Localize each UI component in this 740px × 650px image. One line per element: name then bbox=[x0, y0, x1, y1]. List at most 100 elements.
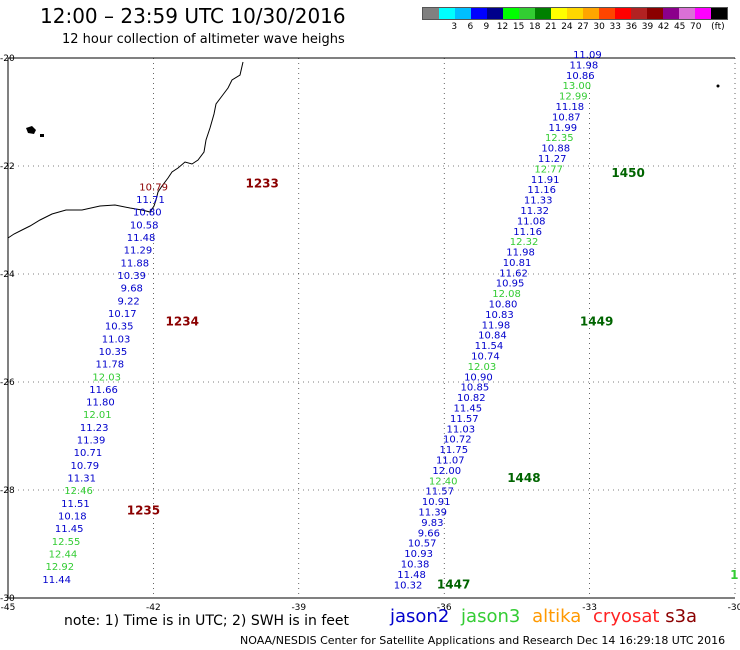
color-scale-label: 42 bbox=[657, 22, 670, 32]
swh-value-label: 10.35 bbox=[99, 347, 128, 358]
pass-time-labels: 1233 1234 1235 1450 1449 1448 1447 1 bbox=[127, 166, 739, 591]
swh-value-label: 11.71 bbox=[136, 195, 165, 206]
credit-line: NOAA/NESDIS Center for Satellite Applica… bbox=[240, 634, 726, 647]
swh-value-label: 10.38 bbox=[401, 559, 430, 570]
swh-value-label: 12.01 bbox=[83, 410, 112, 421]
swh-value-label: 12.00 bbox=[432, 466, 461, 477]
map-grid: -45 -42 -39 -36 -33 -30 -20 -22 -24 -26 -28 -30 bbox=[0, 54, 740, 613]
swh-value-label: 11.16 bbox=[513, 227, 542, 238]
swh-value-label: 10.57 bbox=[408, 539, 437, 550]
swh-value-label: 10.86 bbox=[566, 71, 595, 82]
color-swatch bbox=[663, 8, 679, 19]
color-swatch bbox=[487, 8, 503, 19]
pass-time-label: 1449 bbox=[580, 314, 613, 328]
swh-value-label: 12.35 bbox=[545, 133, 574, 144]
swh-value-label: 10.93 bbox=[404, 549, 433, 560]
color-swatch bbox=[439, 8, 455, 19]
color-scale-label: 39 bbox=[641, 22, 654, 32]
pass-time-label: 1235 bbox=[127, 503, 160, 517]
color-scale-label: 45 bbox=[673, 22, 686, 32]
swh-value-label: 10.17 bbox=[108, 309, 137, 320]
swh-value-label: 12.44 bbox=[49, 550, 78, 561]
y-tick-label: -20 bbox=[0, 54, 15, 64]
swh-value-label: 11.66 bbox=[89, 385, 118, 396]
color-swatch bbox=[711, 8, 727, 19]
pass-time-label: 1448 bbox=[507, 471, 540, 485]
page-subtitle: 12 hour collection of altimeter wave hei… bbox=[62, 32, 345, 47]
swh-value-label: 11.39 bbox=[418, 507, 447, 518]
color-scale-label: 21 bbox=[545, 22, 557, 32]
color-scale-label: 18 bbox=[529, 22, 541, 32]
legend-s3a: s3a bbox=[665, 606, 698, 627]
swh-value-label: 12.40 bbox=[429, 476, 458, 487]
color-scale-label: 27 bbox=[577, 22, 589, 32]
swh-value-label: 12.92 bbox=[45, 562, 74, 573]
swh-value-label: 10.81 bbox=[503, 258, 532, 269]
swh-value-label: 10.79 bbox=[71, 461, 100, 472]
swh-value-label: 11.99 bbox=[548, 123, 577, 134]
swh-value-label: 11.48 bbox=[127, 233, 156, 244]
color-scale-label: 3 bbox=[451, 22, 458, 32]
legend-altika: altika bbox=[532, 606, 582, 627]
y-tick-label: -24 bbox=[0, 270, 15, 280]
color-swatch bbox=[695, 8, 711, 19]
swh-value-label: 11.98 bbox=[506, 248, 535, 259]
color-swatch bbox=[503, 8, 519, 19]
swh-value-label: 10.88 bbox=[541, 144, 570, 155]
color-scale-label: 6 bbox=[467, 22, 474, 32]
color-swatch bbox=[583, 8, 599, 19]
island-dot bbox=[716, 84, 720, 88]
swh-value-label: 12.55 bbox=[52, 537, 81, 548]
swh-value-label: 10.83 bbox=[485, 310, 514, 321]
swh-value-label: 11.45 bbox=[454, 404, 483, 415]
color-scale-label: (ft) bbox=[711, 22, 725, 32]
swh-value-label: 10.39 bbox=[117, 271, 146, 282]
swh-value-label: 11.03 bbox=[102, 334, 131, 345]
x-tick-label: -45 bbox=[1, 603, 16, 613]
swh-value-label: 10.58 bbox=[130, 220, 159, 231]
pass-time-label: 1 bbox=[730, 568, 738, 582]
swh-value-label: 12.99 bbox=[559, 92, 588, 103]
swh-value-label: 11.91 bbox=[531, 175, 560, 186]
swh-value-label: 10.32 bbox=[394, 580, 423, 591]
altimeter-tracks: 10.7911.7110.8010.5811.4811.2911.8810.39… bbox=[42, 50, 601, 591]
swh-value-label: 9.66 bbox=[418, 528, 440, 539]
swh-value-label: 12.77 bbox=[534, 164, 563, 175]
swh-value-label: 11.07 bbox=[436, 456, 465, 467]
color-scale-bar bbox=[422, 7, 728, 20]
x-tick-label: -42 bbox=[146, 603, 161, 613]
swh-value-label: 10.71 bbox=[74, 448, 103, 459]
color-scale-label: 33 bbox=[609, 22, 621, 32]
color-scale-labels: 3 6 9 12 15 18 21 24 27 30 33 36 39 42 45 70 (ft) bbox=[422, 22, 740, 34]
swh-value-label: 10.72 bbox=[443, 435, 472, 446]
swh-value-label: 12.03 bbox=[468, 362, 497, 373]
swh-value-label: 13.00 bbox=[563, 81, 592, 92]
swh-value-label: 11.48 bbox=[397, 570, 426, 581]
y-tick-label: -22 bbox=[0, 162, 15, 172]
color-swatch bbox=[647, 8, 663, 19]
island-shape bbox=[40, 134, 44, 137]
page-title: 12:00 – 23:59 UTC 10/30/2016 bbox=[40, 4, 346, 28]
swh-value-label: 9.22 bbox=[118, 296, 140, 307]
swh-value-label: 10.80 bbox=[133, 208, 162, 219]
swh-value-label: 10.82 bbox=[457, 393, 486, 404]
swh-value-label: 12.03 bbox=[92, 372, 121, 383]
color-swatch bbox=[599, 8, 615, 19]
swh-value-label: 11.98 bbox=[570, 60, 599, 71]
pass-time-label: 1233 bbox=[245, 177, 278, 191]
swh-value-label: 10.18 bbox=[58, 512, 87, 523]
swh-value-label: 10.95 bbox=[496, 279, 525, 290]
y-tick-label: -30 bbox=[0, 594, 15, 604]
swh-value-label: 10.79 bbox=[139, 182, 168, 193]
swh-value-label: 11.39 bbox=[77, 436, 106, 447]
swh-value-label: 11.16 bbox=[527, 185, 556, 196]
x-tick-label: -39 bbox=[291, 603, 306, 613]
swh-value-label: 11.29 bbox=[124, 246, 153, 257]
swh-value-label: 9.83 bbox=[421, 518, 443, 529]
swh-value-label: 10.91 bbox=[422, 497, 451, 508]
color-scale-label: 30 bbox=[593, 22, 605, 32]
swh-value-label: 12.08 bbox=[492, 289, 521, 300]
color-scale-label: 9 bbox=[483, 22, 490, 32]
swh-value-label: 9.68 bbox=[121, 284, 143, 295]
x-tick-label: -30 bbox=[728, 603, 740, 613]
